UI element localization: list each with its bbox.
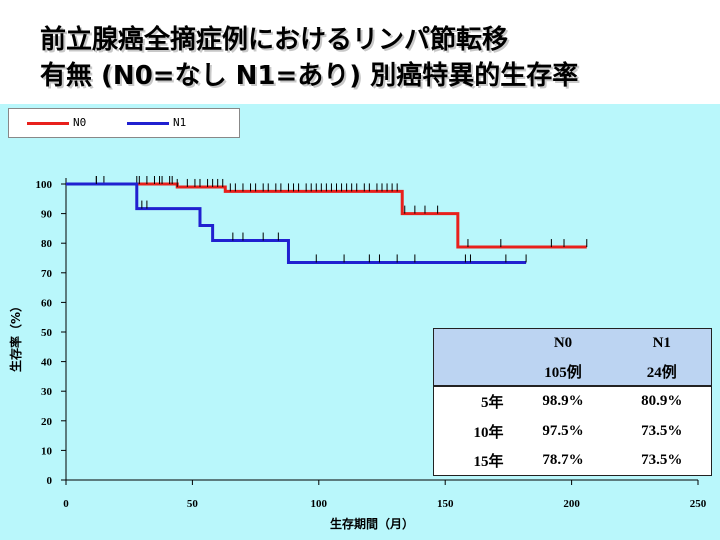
series-line-n1 — [66, 182, 527, 264]
y-tick-label: 30 — [41, 386, 53, 398]
table-count-n0: 105例 — [513, 357, 613, 386]
table-cell-n0: 97.5% — [542, 422, 584, 439]
legend-swatch-n1 — [127, 121, 169, 125]
table-header-row: N0 N1 — [433, 328, 712, 357]
y-tick-label: 80 — [41, 238, 53, 250]
table-row-label: 5年 — [433, 385, 514, 417]
table-header-cell — [433, 328, 514, 357]
y-tick-label: 90 — [41, 209, 53, 221]
title-line-1: 前立腺癌全摘症例におけるリンパ節転移 — [40, 25, 509, 55]
table-header-n1: N1 — [612, 328, 712, 357]
legend-item-n0: N0 — [27, 116, 86, 129]
table-cell-n1: 73.5% — [641, 422, 683, 439]
legend-label-n0: N0 — [73, 116, 87, 129]
table-count-cell — [433, 357, 514, 386]
table-row: 5年 98.9% 80.9% — [433, 385, 712, 417]
x-tick-label: 100 — [311, 498, 328, 510]
title-line-2: 有無 (N0=なし N1=あり) 別癌特異的生存率 — [40, 61, 579, 91]
x-axis-title: 生存期間（月） — [330, 516, 414, 531]
chart-legend: N0 N1 — [8, 108, 240, 138]
x-tick-label: 150 — [437, 498, 454, 510]
y-tick-label: 70 — [41, 268, 53, 280]
legend-label-n1: N1 — [173, 116, 187, 129]
table-row-label: 15年 — [473, 453, 504, 470]
y-tick-label: 60 — [41, 297, 53, 309]
x-tick-label: 50 — [187, 498, 199, 510]
table-header-n0: N0 — [513, 328, 613, 357]
table-count-n1: 24例 — [612, 357, 712, 386]
table-cell-n1: 73.5% — [641, 451, 683, 468]
y-tick-label: 0 — [47, 475, 53, 487]
table-cell-n0: 78.7% — [542, 451, 584, 468]
survival-rate-table: N0 N1 105例 24例 5年 98.9% 80.9% 10年 97.5% … — [433, 328, 712, 476]
x-tick-label: 200 — [563, 498, 580, 510]
table-row: 10年 97.5% 73.5% — [434, 417, 712, 446]
x-tick-label: 250 — [690, 498, 707, 510]
table-cell-n0: 98.9% — [513, 385, 613, 417]
table-cell-n1: 80.9% — [612, 385, 712, 417]
y-tick-label: 50 — [41, 327, 53, 339]
legend-swatch-n0 — [27, 121, 69, 125]
legend-item-n1: N1 — [127, 116, 186, 129]
slide-title: 前立腺癌全摘症例におけるリンパ節転移 有無 (N0=なし N1=あり) 別癌特異… — [40, 22, 710, 94]
y-axis-title: 生存率（%） — [8, 300, 23, 372]
y-tick-label: 100 — [36, 179, 53, 191]
table-row-label: 10年 — [473, 424, 504, 441]
series-line-n0 — [66, 182, 587, 249]
y-tick-label: 20 — [41, 416, 53, 428]
table-row: 15年 78.7% 73.5% — [434, 446, 712, 476]
y-tick-label: 40 — [41, 357, 53, 369]
x-tick-label: 0 — [63, 498, 69, 510]
y-tick-label: 10 — [41, 445, 53, 457]
table-count-row: 105例 24例 — [433, 357, 712, 386]
